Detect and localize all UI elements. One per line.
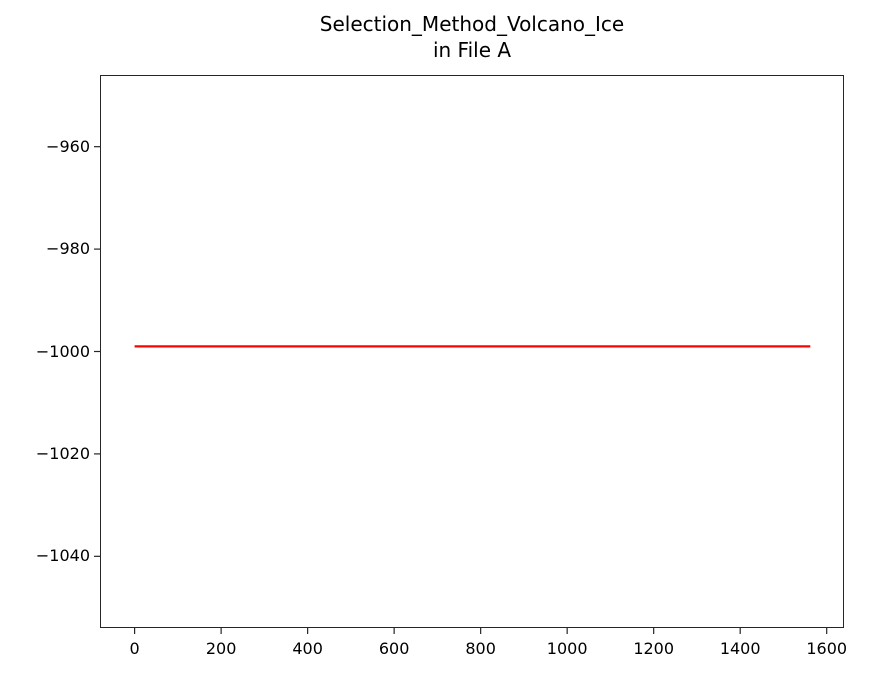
chart-title-line-2: in File A [432,38,512,62]
x-tick-label: 1600 [806,639,848,658]
y-tick-label: −980 [46,239,90,259]
x-tick-label: 200 [205,639,237,658]
x-tick-label: 400 [292,639,323,658]
chart-title-line-1: Selection_Method_Volcano_Ice [319,12,625,36]
y-tick-label: −1020 [35,443,90,463]
y-tick-label: −960 [46,136,90,156]
x-tick-label: 0 [129,639,140,658]
y-tick-label: −1000 [35,341,90,361]
chart-title: Selection_Method_Volcano_Ice in File A [100,11,844,63]
x-axis-ticks [134,628,828,634]
x-tick-label: 1400 [719,639,761,658]
x-tick-label: 800 [465,639,496,658]
y-axis-ticks [94,146,100,557]
x-tick-label: 1200 [633,639,675,658]
y-tick-label: −1040 [35,546,90,566]
x-tick-label: 1000 [546,639,588,658]
x-tick-label: 600 [378,639,410,658]
plot-area [100,75,844,628]
